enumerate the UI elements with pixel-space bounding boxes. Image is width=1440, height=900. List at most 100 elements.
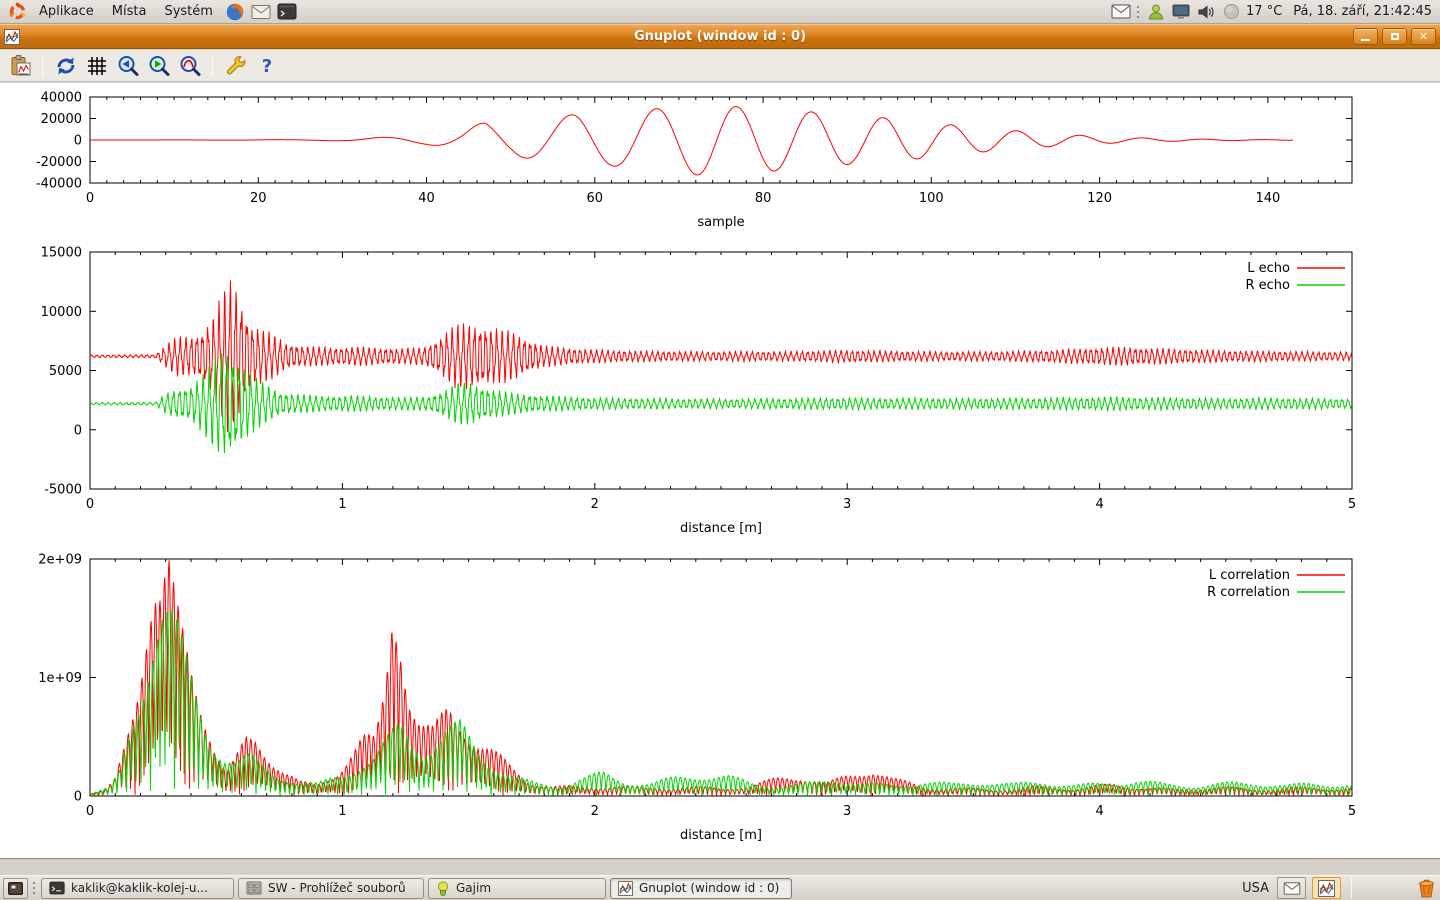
gnuplot-toolbar: ? — [0, 50, 1440, 82]
weather-icon[interactable] — [1221, 2, 1241, 22]
svg-text:0: 0 — [86, 804, 94, 819]
taskbar-window-gajim[interactable]: Gajim — [428, 877, 606, 899]
svg-text:0: 0 — [74, 790, 82, 805]
svg-text:-20000: -20000 — [36, 155, 82, 170]
taskbar-window-gnuplot[interactable]: Gnuplot (window id : 0) — [610, 877, 792, 899]
panel-tray: 17 °C Pá, 18. září, 21:42:45 — [1111, 2, 1436, 22]
gnuplot-window-icon — [4, 28, 20, 45]
svg-text:100: 100 — [919, 191, 944, 206]
autoscale-icon — [180, 55, 200, 76]
zoom-next-button[interactable] — [145, 53, 172, 79]
svg-text:1: 1 — [338, 497, 346, 512]
svg-text:0: 0 — [86, 497, 94, 512]
svg-text:20: 20 — [250, 191, 267, 206]
volume-icon[interactable] — [1196, 2, 1216, 22]
svg-text:140: 140 — [1255, 191, 1280, 206]
clock-applet[interactable]: Pá, 18. září, 21:42:45 — [1293, 4, 1432, 19]
svg-text:0: 0 — [86, 191, 94, 206]
mail-notification-icon[interactable] — [1111, 2, 1131, 22]
taskbar-window-file-manager[interactable]: SW - Prohlížeč souborů — [238, 877, 424, 899]
svg-text:distance [m]: distance [m] — [680, 828, 762, 843]
menu-applications[interactable]: Aplikace — [30, 1, 103, 23]
settings-icon — [226, 55, 245, 74]
bottom-taskbar: kaklik@kaklik-kolej-u... SW - Prohlížeč … — [0, 875, 1440, 900]
menu-places[interactable]: Místa — [103, 1, 156, 23]
svg-text:3: 3 — [843, 804, 851, 819]
svg-text:R correlation: R correlation — [1207, 585, 1290, 600]
svg-text:?: ? — [261, 56, 271, 77]
replot-button[interactable] — [52, 53, 79, 79]
svg-text:L correlation: L correlation — [1209, 568, 1290, 583]
taskbar-window-label: kaklik@kaklik-kolej-u... — [71, 881, 208, 895]
keyboard-layout-indicator[interactable]: USA — [1242, 880, 1269, 896]
terminal-icon[interactable] — [276, 1, 298, 23]
svg-text:5000: 5000 — [49, 364, 82, 379]
autoscale-button[interactable] — [176, 53, 203, 79]
temperature-applet[interactable]: 17 °C — [1246, 4, 1283, 19]
svg-text:5: 5 — [1348, 497, 1356, 512]
zoom-previous-icon — [118, 55, 138, 76]
gnuplot-tray-button[interactable] — [1312, 877, 1341, 899]
close-button[interactable]: ✕ — [1411, 28, 1436, 45]
svg-text:2: 2 — [591, 804, 599, 819]
menu-system[interactable]: Systém — [155, 1, 221, 23]
file-manager-icon — [246, 881, 262, 895]
svg-text:2e+09: 2e+09 — [38, 553, 82, 568]
toolbar-separator — [212, 54, 213, 77]
zoom-previous-button[interactable] — [114, 53, 141, 79]
firefox-icon[interactable] — [224, 1, 246, 23]
maximize-icon — [1390, 33, 1399, 40]
svg-text:sample: sample — [697, 215, 744, 230]
help-button[interactable]: ? — [253, 53, 280, 79]
user-switcher-icon[interactable] — [1146, 2, 1166, 22]
grid-button[interactable] — [83, 53, 110, 79]
svg-text:15000: 15000 — [41, 246, 82, 261]
tray-handle — [1136, 4, 1142, 19]
maximize-button[interactable] — [1382, 28, 1407, 45]
svg-text:distance [m]: distance [m] — [680, 521, 762, 536]
zoom-next-icon — [149, 55, 169, 76]
show-desktop-icon — [8, 881, 23, 895]
replot-icon — [57, 57, 74, 74]
gnuplot-canvas[interactable]: 0 20 40 60 80 100 120 140 -40000 -20000 0 20000 4000… — [0, 83, 1440, 858]
help-icon: ? — [261, 56, 271, 77]
taskbar-window-label: SW - Prohlížeč souborů — [268, 881, 406, 895]
svg-text:20000: 20000 — [41, 112, 82, 127]
terminal-icon — [49, 881, 65, 895]
svg-text:-5000: -5000 — [44, 483, 82, 498]
window-titlebar[interactable]: Gnuplot (window id : 0) ✕ — [0, 24, 1440, 49]
settings-button[interactable] — [222, 53, 249, 79]
minimize-button[interactable] — [1353, 28, 1378, 45]
mail-icon[interactable] — [250, 1, 272, 23]
svg-text:0: 0 — [74, 423, 82, 438]
taskbar-window-label: Gajim — [456, 881, 492, 895]
svg-text:0: 0 — [74, 134, 82, 149]
gajim-icon — [437, 880, 449, 896]
svg-text:40: 40 — [418, 191, 435, 206]
mail-tray-button[interactable] — [1277, 877, 1306, 899]
svg-text:40000: 40000 — [41, 91, 82, 106]
grid-icon — [87, 56, 106, 75]
show-desktop-button[interactable] — [3, 877, 28, 899]
svg-text:3: 3 — [843, 497, 851, 512]
svg-text:-40000: -40000 — [36, 177, 82, 192]
gnuplot-window-icon — [1318, 879, 1335, 897]
taskbar-window-terminal[interactable]: kaklik@kaklik-kolej-u... — [41, 877, 234, 899]
svg-text:1: 1 — [338, 804, 346, 819]
trash-applet[interactable] — [1416, 878, 1437, 898]
menu-system-label: Systém — [164, 4, 213, 19]
svg-text:4: 4 — [1095, 497, 1103, 512]
taskbar-handle — [32, 881, 37, 895]
svg-text:2: 2 — [591, 497, 599, 512]
toolbar-separator — [42, 54, 43, 77]
copy-to-clipboard-button[interactable] — [6, 53, 33, 79]
svg-text:L echo: L echo — [1247, 261, 1290, 276]
svg-text:5: 5 — [1348, 804, 1356, 819]
svg-text:4: 4 — [1095, 804, 1103, 819]
mail-icon — [1283, 881, 1300, 895]
display-icon[interactable] — [1171, 2, 1191, 22]
menu-places-label: Místa — [111, 4, 147, 19]
svg-text:120: 120 — [1087, 191, 1112, 206]
ubuntu-logo-icon[interactable] — [6, 1, 28, 23]
svg-text:1e+09: 1e+09 — [38, 671, 82, 686]
